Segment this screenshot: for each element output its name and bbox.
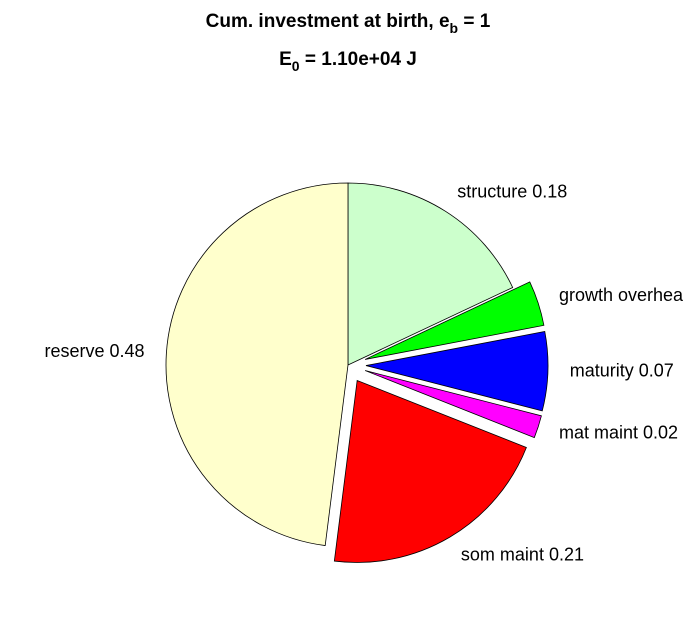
- title-text: Cum. investment at birth, e: [206, 11, 450, 32]
- slice-label: som maint 0.21: [461, 545, 584, 565]
- subtitle-text: = 1.10e+04 J: [300, 49, 417, 70]
- pie-slice: [333, 379, 527, 563]
- slice-label: reserve 0.48: [44, 341, 144, 361]
- chart-title: Cum. investment at birth, eb = 1: [206, 11, 491, 36]
- slice-label: growth overhea: [559, 285, 684, 305]
- pie-slice: [365, 330, 549, 412]
- slice-label: mat maint 0.02: [559, 422, 678, 442]
- pie-slice: [347, 182, 514, 366]
- title-text: = 1: [458, 11, 491, 32]
- pie-slice: [364, 370, 542, 439]
- chart-subtitle: E0 = 1.10e+04 J: [279, 49, 417, 74]
- pie-slice: [165, 182, 349, 547]
- subtitle-text: E: [279, 49, 292, 70]
- subtitle-subscript: 0: [292, 58, 300, 74]
- pie-slice: [364, 281, 545, 360]
- slice-label: structure 0.18: [457, 182, 567, 202]
- slice-label: maturity 0.07: [570, 361, 674, 381]
- title-subscript: b: [450, 20, 459, 36]
